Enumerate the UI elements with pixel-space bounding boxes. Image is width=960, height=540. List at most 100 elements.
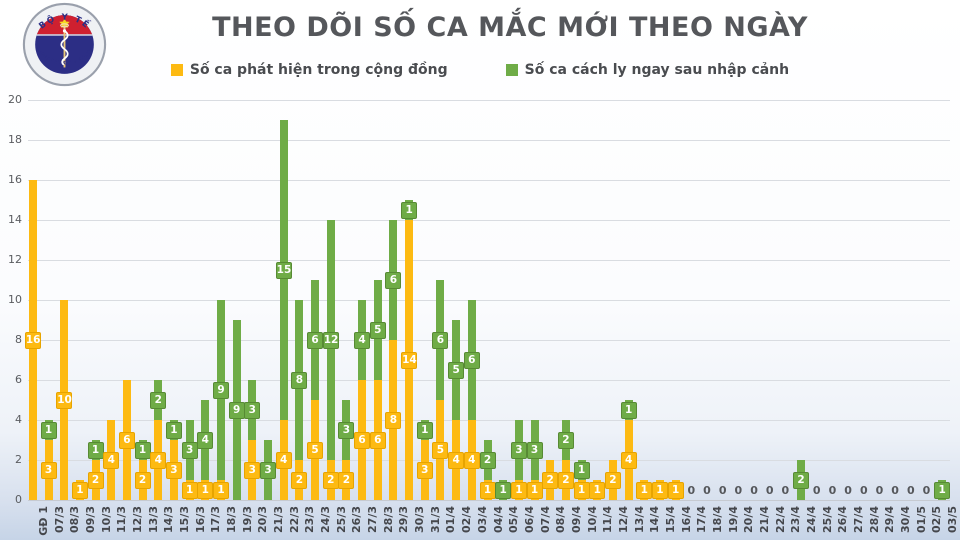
- x-axis-tick-label: 19/4: [727, 506, 740, 533]
- bar-value-label-community: 3: [41, 462, 57, 479]
- x-axis-tick-label: 12/4: [617, 506, 630, 533]
- bar-value-label-community: 2: [558, 472, 574, 489]
- bar-value-label-imported: 4: [354, 332, 370, 349]
- bar-value-label-community: 14: [401, 352, 417, 369]
- bar-value-label-community: 4: [621, 452, 637, 469]
- x-axis-tick-label: 10/3: [100, 506, 113, 533]
- bar-value-label-imported: 1: [495, 482, 511, 499]
- zero-value-label: 0: [683, 484, 699, 497]
- gridline: [28, 140, 950, 141]
- bar-value-label-community: 6: [354, 432, 370, 449]
- x-axis-tick-label: 22/3: [288, 506, 301, 533]
- bar-value-label-imported: 2: [480, 452, 496, 469]
- x-axis-tick-label: 22/4: [774, 506, 787, 533]
- x-axis-tick-label: 11/3: [115, 506, 128, 533]
- chart-plot-area: 0246810121416182016GĐ 13107/31008/3109/3…: [0, 0, 960, 540]
- x-axis-tick-label: 23/4: [789, 506, 802, 533]
- zero-value-label: 0: [699, 484, 715, 497]
- bar-value-label-imported: 8: [291, 372, 307, 389]
- gridline: [28, 380, 950, 381]
- bar-value-label-imported: 15: [276, 262, 292, 279]
- x-axis-tick-label: 29/3: [397, 506, 410, 533]
- y-axis-tick-label: 4: [0, 413, 22, 426]
- x-axis-tick-label: 16/4: [680, 506, 693, 533]
- zero-value-label: 0: [824, 484, 840, 497]
- gridline: [28, 180, 950, 181]
- x-axis-tick-label: 09/4: [570, 506, 583, 533]
- y-axis-tick-label: 16: [0, 173, 22, 186]
- gridline: [28, 300, 950, 301]
- zero-value-label: 0: [715, 484, 731, 497]
- bar-value-label-imported: 2: [558, 432, 574, 449]
- x-axis-tick-label: 14/3: [162, 506, 175, 533]
- x-axis-tick-label: 24/4: [805, 506, 818, 533]
- bar-value-label-community: 5: [432, 442, 448, 459]
- y-axis-tick-label: 18: [0, 133, 22, 146]
- bar-value-label-community: 1: [668, 482, 684, 499]
- bar-value-label-imported: 1: [135, 442, 151, 459]
- zero-value-label: 0: [762, 484, 778, 497]
- x-axis-tick-label: 25/4: [821, 506, 834, 533]
- zero-value-label: 0: [777, 484, 793, 497]
- bar-value-label-imported: 3: [511, 442, 527, 459]
- x-axis-tick-label: 31/3: [429, 506, 442, 533]
- bar-value-label-community: 4: [150, 452, 166, 469]
- x-axis-tick-label: 16/3: [194, 506, 207, 533]
- bar-value-label-community: 1: [636, 482, 652, 499]
- x-axis-tick-label: 07/3: [53, 506, 66, 533]
- bar-value-label-imported: 3: [338, 422, 354, 439]
- x-axis-tick-label: GĐ 1: [37, 506, 50, 536]
- bar-value-label-imported: 1: [621, 402, 637, 419]
- x-axis-tick-label: 17/4: [695, 506, 708, 533]
- x-axis-tick-label: 24/3: [319, 506, 332, 533]
- x-axis-tick-label: 26/3: [350, 506, 363, 533]
- bar-value-label-imported: 12: [323, 332, 339, 349]
- x-axis-tick-label: 23/3: [303, 506, 316, 533]
- bar-value-label-community: 1: [652, 482, 668, 499]
- bar-value-label-community: 1: [213, 482, 229, 499]
- bar-value-label-community: 4: [276, 452, 292, 469]
- x-axis-tick-label: 03/5: [946, 506, 959, 533]
- x-axis-tick-label: 21/4: [758, 506, 771, 533]
- x-axis-tick-label: 20/3: [256, 506, 269, 533]
- bar-value-label-imported: 2: [150, 392, 166, 409]
- x-axis-tick-label: 30/4: [899, 506, 912, 533]
- bar-value-label-imported: 9: [229, 402, 245, 419]
- y-axis-tick-label: 10: [0, 293, 22, 306]
- zero-value-label: 0: [730, 484, 746, 497]
- gridline: [28, 420, 950, 421]
- y-axis-tick-label: 6: [0, 373, 22, 386]
- gridline: [28, 340, 950, 341]
- x-axis-tick-label: 18/3: [225, 506, 238, 533]
- bar-value-label-imported: 3: [244, 402, 260, 419]
- bar-value-label-community: 1: [589, 482, 605, 499]
- x-axis-tick-label: 13/3: [147, 506, 160, 533]
- zero-value-label: 0: [903, 484, 919, 497]
- bar-value-label-community: 10: [56, 392, 72, 409]
- zero-value-label: 0: [887, 484, 903, 497]
- bar-value-label-community: 6: [370, 432, 386, 449]
- bar-value-label-community: 1: [527, 482, 543, 499]
- bar-value-label-community: 4: [448, 452, 464, 469]
- bar-value-label-community: 4: [464, 452, 480, 469]
- bar-value-label-imported: 1: [401, 202, 417, 219]
- y-axis-tick-label: 2: [0, 453, 22, 466]
- bar-value-label-community: 2: [88, 472, 104, 489]
- bar-value-label-community: 3: [166, 462, 182, 479]
- x-axis-tick-label: 30/3: [413, 506, 426, 533]
- x-axis-tick-label: 18/4: [711, 506, 724, 533]
- zero-value-label: 0: [856, 484, 872, 497]
- zero-value-label: 0: [871, 484, 887, 497]
- bar-value-label-imported: 6: [307, 332, 323, 349]
- x-axis-tick-label: 10/4: [586, 506, 599, 533]
- x-axis-tick-label: 03/4: [476, 506, 489, 533]
- bar-value-label-community: 2: [542, 472, 558, 489]
- bar-value-label-community: 2: [323, 472, 339, 489]
- x-axis-tick-label: 12/3: [131, 506, 144, 533]
- bar-value-label-imported: 1: [166, 422, 182, 439]
- zero-value-label: 0: [746, 484, 762, 497]
- x-axis-tick-label: 15/4: [664, 506, 677, 533]
- x-axis-tick-label: 06/4: [523, 506, 536, 533]
- bar-value-label-imported: 3: [527, 442, 543, 459]
- x-axis-tick-label: 08/3: [68, 506, 81, 533]
